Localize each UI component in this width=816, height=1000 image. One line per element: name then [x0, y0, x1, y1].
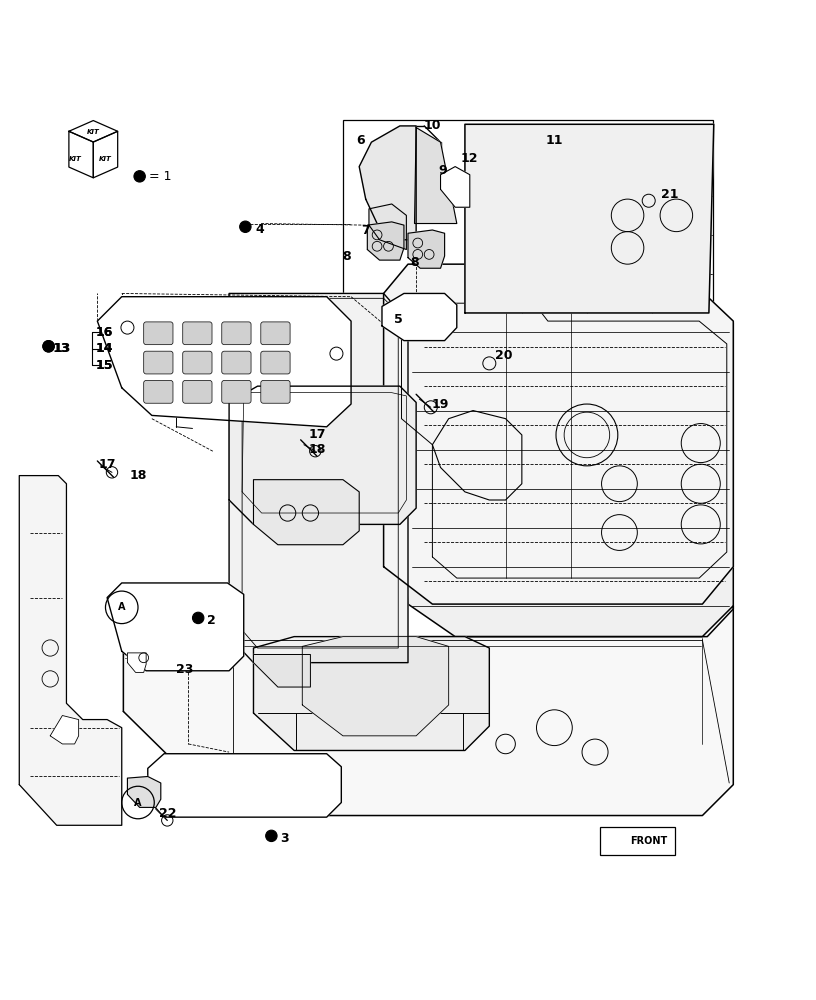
Polygon shape	[107, 583, 244, 671]
Text: 19: 19	[432, 398, 450, 411]
Text: 6: 6	[357, 134, 365, 147]
Text: 8: 8	[410, 256, 419, 269]
Circle shape	[193, 612, 204, 624]
Polygon shape	[123, 606, 734, 816]
Text: 11: 11	[546, 134, 563, 147]
Polygon shape	[384, 264, 734, 604]
Text: 22: 22	[158, 807, 176, 820]
Text: 17: 17	[99, 458, 116, 471]
Polygon shape	[302, 637, 449, 736]
Text: KIT: KIT	[99, 156, 112, 162]
Text: FRONT: FRONT	[630, 836, 667, 846]
Text: KIT: KIT	[87, 129, 100, 135]
FancyBboxPatch shape	[222, 322, 251, 345]
Text: A: A	[135, 798, 142, 808]
Text: 13: 13	[54, 342, 71, 355]
Polygon shape	[148, 754, 341, 817]
Circle shape	[43, 341, 54, 352]
Circle shape	[266, 830, 277, 842]
Text: 12: 12	[461, 152, 478, 165]
Polygon shape	[97, 297, 351, 427]
FancyBboxPatch shape	[261, 351, 290, 374]
Text: 18: 18	[308, 443, 326, 456]
FancyBboxPatch shape	[183, 351, 212, 374]
Text: 13: 13	[53, 342, 70, 355]
Text: 23: 23	[176, 663, 194, 676]
Text: A: A	[118, 602, 126, 612]
Polygon shape	[50, 716, 78, 744]
Polygon shape	[69, 131, 93, 178]
Polygon shape	[369, 204, 406, 250]
FancyBboxPatch shape	[183, 380, 212, 403]
Text: 16: 16	[95, 326, 113, 339]
Text: 8: 8	[342, 250, 351, 263]
Text: 15: 15	[95, 359, 113, 372]
Polygon shape	[254, 480, 359, 545]
Text: 4: 4	[255, 223, 264, 236]
FancyBboxPatch shape	[261, 380, 290, 403]
Polygon shape	[69, 121, 118, 142]
Text: 20: 20	[495, 349, 512, 362]
Polygon shape	[441, 167, 470, 207]
Text: 15: 15	[95, 359, 113, 372]
Bar	[343, 120, 713, 319]
Polygon shape	[127, 653, 146, 672]
Polygon shape	[382, 293, 734, 637]
Circle shape	[43, 341, 54, 352]
Text: KIT: KIT	[69, 156, 82, 162]
Polygon shape	[367, 222, 404, 260]
Text: 21: 21	[661, 188, 679, 201]
Text: 16: 16	[95, 326, 113, 339]
Circle shape	[134, 171, 145, 182]
Bar	[600, 827, 675, 855]
Polygon shape	[127, 776, 161, 807]
FancyBboxPatch shape	[144, 322, 173, 345]
FancyBboxPatch shape	[144, 351, 173, 374]
Text: 3: 3	[280, 832, 289, 845]
Text: 7: 7	[361, 224, 370, 237]
FancyBboxPatch shape	[261, 322, 290, 345]
Circle shape	[240, 221, 251, 232]
Polygon shape	[359, 126, 416, 240]
FancyBboxPatch shape	[222, 380, 251, 403]
Polygon shape	[465, 124, 714, 313]
Text: 18: 18	[129, 469, 147, 482]
Text: 14: 14	[95, 342, 113, 355]
Text: 17: 17	[308, 428, 326, 441]
Text: 14: 14	[95, 342, 113, 355]
Polygon shape	[382, 293, 457, 341]
Text: 9: 9	[439, 164, 447, 177]
FancyBboxPatch shape	[183, 322, 212, 345]
Text: 2: 2	[206, 614, 215, 627]
Polygon shape	[229, 386, 416, 524]
Text: = 1: = 1	[149, 170, 172, 183]
FancyBboxPatch shape	[222, 351, 251, 374]
Polygon shape	[93, 131, 118, 178]
Text: 5: 5	[394, 313, 402, 326]
Polygon shape	[254, 655, 310, 687]
Text: 10: 10	[424, 119, 441, 132]
FancyBboxPatch shape	[144, 380, 173, 403]
Polygon shape	[254, 637, 490, 750]
Polygon shape	[408, 230, 445, 268]
Polygon shape	[415, 128, 457, 224]
Polygon shape	[20, 476, 122, 825]
Polygon shape	[229, 293, 408, 663]
